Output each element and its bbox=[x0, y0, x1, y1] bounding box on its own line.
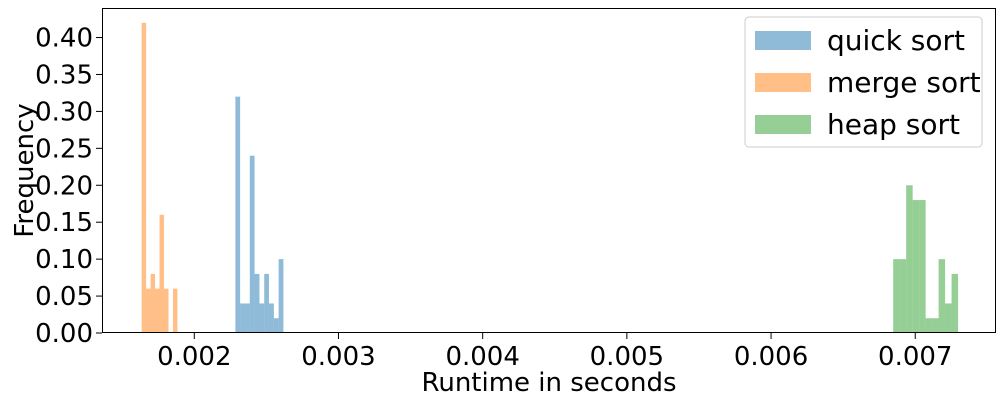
bar-merge-sort-7 bbox=[172, 288, 178, 333]
axes-frame bbox=[102, 8, 996, 333]
bars-layer bbox=[141, 22, 959, 334]
y-tick-label: 0.40 bbox=[35, 24, 93, 54]
legend: quick sort merge sort heap sort bbox=[744, 16, 983, 148]
bar-quick-sort-9 bbox=[278, 259, 284, 333]
legend-label-heap-sort: heap sort bbox=[827, 108, 960, 141]
x-tick-label: 0.002 bbox=[157, 342, 231, 372]
bar-quick-sort-6 bbox=[264, 273, 269, 333]
legend-label-quick-sort: quick sort bbox=[827, 24, 965, 57]
x-tick-label: 0.003 bbox=[301, 342, 375, 372]
bar-heap-sort-2 bbox=[906, 185, 913, 333]
bar-heap-sort-4 bbox=[919, 200, 926, 333]
bar-heap-sort-9 bbox=[951, 273, 959, 333]
bar-quick-sort-1 bbox=[240, 303, 246, 333]
x-tick-label: 0.007 bbox=[878, 342, 952, 372]
bar-quick-sort-8 bbox=[273, 318, 279, 333]
x-tick-label: 0.004 bbox=[445, 342, 519, 372]
bar-heap-sort-0 bbox=[893, 259, 900, 333]
bar-heap-sort-7 bbox=[938, 259, 946, 333]
y-tick-label: 0.25 bbox=[35, 134, 93, 164]
y-tick-label: 0.35 bbox=[35, 60, 93, 90]
x-tick-label: 0.006 bbox=[734, 342, 808, 372]
bar-heap-sort-3 bbox=[912, 200, 920, 333]
bar-merge-sort-5 bbox=[164, 288, 169, 333]
bar-heap-sort-6 bbox=[932, 318, 939, 333]
x-axis-label: Runtime in seconds bbox=[421, 368, 676, 398]
legend-swatch-quick-sort bbox=[755, 31, 811, 50]
x-tick-label: 0.005 bbox=[590, 342, 664, 372]
legend-swatch-heap-sort bbox=[755, 115, 811, 134]
bar-heap-sort-1 bbox=[899, 259, 907, 333]
bar-quick-sort-4 bbox=[254, 273, 260, 333]
y-tick-label: 0.20 bbox=[35, 171, 93, 201]
bar-heap-sort-8 bbox=[945, 303, 952, 333]
bar-merge-sort-3 bbox=[155, 288, 160, 333]
y-tick-label: 0.30 bbox=[35, 97, 93, 127]
y-axis-label: Frequency bbox=[10, 103, 40, 237]
legend-swatch-merge-sort bbox=[755, 73, 811, 92]
bar-heap-sort-5 bbox=[925, 318, 933, 333]
bar-merge-sort-1 bbox=[146, 288, 151, 333]
y-tick-label: 0.10 bbox=[35, 245, 93, 275]
y-tick-label: 0.15 bbox=[35, 208, 93, 238]
bar-quick-sort-5 bbox=[259, 303, 265, 333]
legend-label-merge-sort: merge sort bbox=[827, 66, 981, 99]
bar-merge-sort-2 bbox=[150, 273, 156, 333]
bar-merge-sort-4 bbox=[159, 214, 165, 333]
bar-merge-sort-0 bbox=[141, 22, 147, 333]
bar-quick-sort-7 bbox=[268, 303, 274, 333]
y-axis-ticks: 0.00 0.05 0.10 0.15 0.20 0.25 0.30 0.35 0.40 bbox=[35, 24, 102, 349]
x-axis-ticks: 0.002 0.003 0.004 0.005 0.006 0.007 bbox=[157, 333, 952, 372]
bar-quick-sort-2 bbox=[245, 303, 250, 333]
y-tick-label: 0.05 bbox=[35, 282, 93, 312]
bar-quick-sort-0 bbox=[235, 96, 241, 334]
y-tick-label: 0.00 bbox=[35, 319, 93, 349]
bar-quick-sort-3 bbox=[249, 155, 255, 333]
